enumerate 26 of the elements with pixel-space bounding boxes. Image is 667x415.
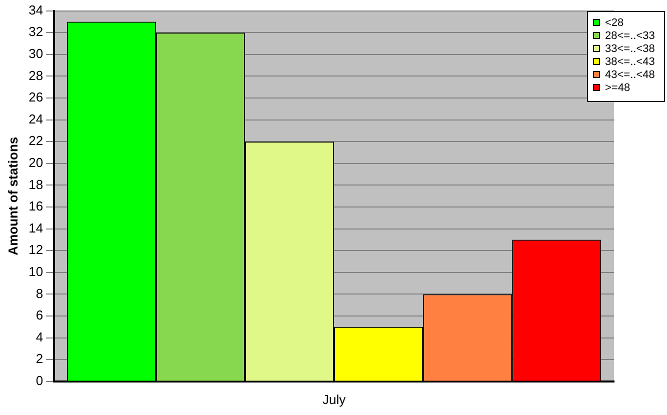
y-tick-label: 14: [28, 220, 44, 236]
y-tick-label: 32: [28, 24, 44, 40]
y-tick-label: 16: [28, 198, 44, 214]
y-axis-title: Amount of stations: [5, 136, 20, 256]
y-tick-label: 26: [28, 90, 44, 105]
y-tick-label: 30: [28, 46, 44, 61]
y-tick-label: 34: [28, 2, 44, 18]
legend-label: 28<=..<33: [605, 30, 655, 42]
y-tick-label: 22: [28, 133, 44, 148]
legend-label: 38<=..<43: [605, 56, 655, 68]
y-tick-label: 28: [28, 68, 44, 83]
y-tick-label: 12: [28, 242, 44, 258]
legend-label: 43<=..<48: [605, 69, 655, 82]
legend-label: 33<=..<38: [605, 43, 655, 56]
y-tick-label: 4: [36, 329, 44, 344]
x-tick-label: July: [322, 392, 346, 407]
y-tick-label: 18: [28, 176, 44, 192]
y-tick-label: 24: [28, 111, 44, 126]
legend-label: >=48: [605, 82, 630, 94]
y-tick-label: 8: [36, 286, 44, 301]
y-tick-label: 2: [36, 351, 44, 366]
y-tick-label: 20: [28, 154, 44, 170]
y-tick-label: 6: [36, 308, 44, 323]
legend-label: <28: [605, 17, 624, 30]
y-tick-label: 0: [36, 372, 44, 388]
y-tick-label: 10: [28, 264, 44, 279]
